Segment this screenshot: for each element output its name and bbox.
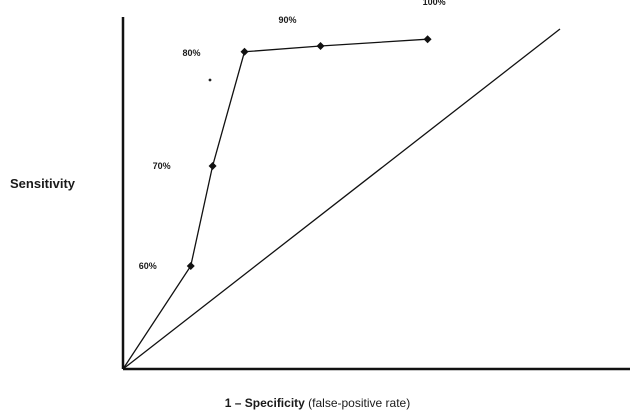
data-point-marker — [208, 162, 217, 171]
data-point-marker — [240, 47, 249, 56]
y-axis-label: Sensitivity — [10, 176, 76, 191]
data-point-marker — [186, 261, 195, 270]
x-axis-label: 1 – Specificity (false-positive rate) — [0, 396, 635, 410]
data-label: 60% — [139, 261, 157, 271]
x-axis-label-note: (false-positive rate) — [304, 396, 411, 410]
data-point-marker — [423, 35, 432, 44]
x-axis-label-main: 1 – Specificity — [224, 396, 305, 410]
data-label: 70% — [153, 161, 171, 171]
data-label: 100% — [423, 0, 446, 7]
data-label: 80% — [182, 48, 200, 58]
data-label: 90% — [279, 15, 297, 25]
reference-diagonal — [122, 28, 561, 370]
data-point-marker — [316, 42, 325, 50]
stray-dot — [208, 78, 212, 82]
roc-curve — [122, 38, 428, 370]
